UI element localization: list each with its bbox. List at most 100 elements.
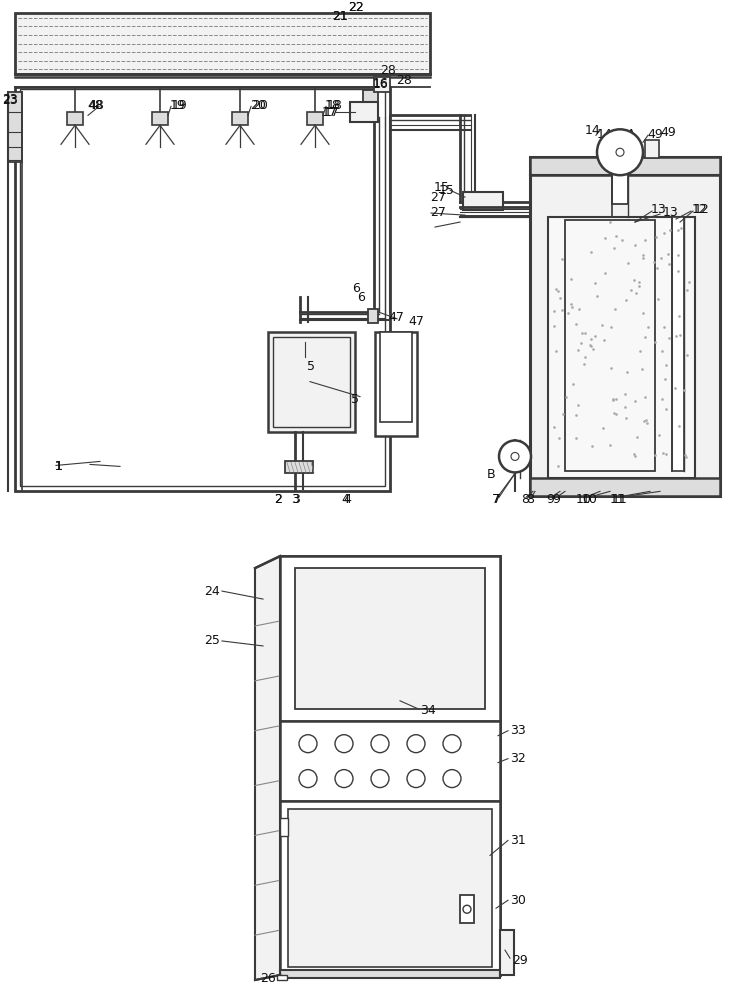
Circle shape	[299, 770, 317, 788]
Text: 21: 21	[332, 10, 348, 23]
Bar	[15, 87, 390, 491]
Text: 5: 5	[307, 360, 315, 373]
Circle shape	[443, 770, 461, 788]
Text: 32: 32	[510, 752, 526, 765]
Text: 19: 19	[172, 99, 188, 112]
Text: 7: 7	[492, 493, 500, 506]
Text: 12: 12	[692, 203, 708, 216]
Circle shape	[616, 148, 624, 156]
Text: 2: 2	[274, 493, 282, 506]
Text: 5: 5	[351, 393, 359, 406]
Bar	[463, 192, 503, 210]
Text: 1: 1	[55, 460, 63, 473]
Bar	[280, 721, 500, 801]
Text: 9: 9	[546, 493, 554, 506]
Text: 17: 17	[322, 106, 338, 119]
Text: 10: 10	[582, 493, 598, 506]
Text: 15: 15	[434, 181, 450, 194]
Bar	[368, 309, 378, 323]
Text: 2: 2	[274, 493, 282, 506]
Text: 10: 10	[576, 493, 592, 506]
Text: 25: 25	[204, 634, 220, 647]
Bar	[273, 337, 350, 427]
Text: 12: 12	[694, 203, 710, 216]
Bar	[374, 77, 390, 92]
Text: 20: 20	[250, 99, 266, 112]
Text: 14: 14	[597, 128, 613, 141]
Text: 15: 15	[439, 184, 455, 197]
Bar	[307, 112, 323, 125]
Bar	[280, 556, 500, 721]
Polygon shape	[255, 556, 280, 980]
Circle shape	[443, 735, 461, 753]
Text: 13: 13	[663, 206, 679, 219]
Text: 30: 30	[510, 894, 526, 907]
Bar	[280, 970, 500, 978]
Text: 11: 11	[610, 493, 626, 506]
Circle shape	[407, 770, 425, 788]
Bar	[8, 92, 22, 162]
Bar	[15, 13, 430, 74]
Bar	[268, 332, 355, 432]
Text: 18: 18	[327, 99, 343, 112]
Bar	[565, 220, 655, 471]
Text: 14: 14	[585, 124, 600, 137]
Text: 22: 22	[348, 1, 364, 14]
Bar	[350, 102, 378, 122]
Bar	[20, 89, 385, 486]
Text: 33: 33	[510, 724, 526, 737]
Bar	[530, 157, 720, 496]
Bar	[280, 818, 288, 836]
Text: 27: 27	[430, 206, 446, 219]
Text: 8: 8	[526, 493, 534, 506]
Bar	[530, 478, 720, 496]
Text: 3: 3	[291, 493, 299, 506]
Text: 22: 22	[348, 1, 364, 14]
Bar	[672, 217, 684, 471]
Text: A: A	[627, 128, 635, 141]
Bar	[288, 809, 492, 967]
Text: 47: 47	[408, 315, 424, 328]
Text: 13: 13	[651, 203, 667, 216]
Text: 47: 47	[388, 311, 404, 324]
Bar	[363, 90, 378, 103]
Text: 34: 34	[420, 704, 436, 717]
Circle shape	[463, 905, 471, 913]
Bar	[280, 556, 500, 975]
Bar	[548, 217, 695, 478]
Bar	[277, 975, 287, 980]
Circle shape	[335, 735, 353, 753]
Text: 1: 1	[55, 460, 63, 473]
Text: 48: 48	[88, 99, 104, 112]
Text: 31: 31	[510, 834, 526, 847]
Circle shape	[597, 129, 643, 175]
Circle shape	[299, 735, 317, 753]
Text: 29: 29	[512, 954, 527, 967]
Bar	[67, 112, 83, 125]
Text: 48: 48	[87, 99, 103, 112]
Bar	[375, 332, 417, 436]
Bar	[285, 461, 313, 473]
Bar	[612, 174, 628, 204]
Text: B: B	[487, 468, 496, 481]
Text: 7: 7	[493, 493, 501, 506]
Bar	[500, 930, 514, 975]
Text: 26: 26	[260, 972, 276, 985]
Bar	[152, 112, 168, 125]
Text: 21: 21	[332, 10, 348, 23]
Circle shape	[335, 770, 353, 788]
Bar	[460, 895, 474, 923]
Bar	[530, 157, 720, 175]
Text: 4: 4	[343, 493, 351, 506]
Circle shape	[499, 440, 531, 472]
Circle shape	[511, 452, 519, 460]
Text: 6: 6	[357, 291, 365, 304]
Text: 23: 23	[2, 94, 18, 107]
Text: 1: 1	[55, 460, 63, 473]
Bar	[232, 112, 248, 125]
Text: 24: 24	[205, 585, 220, 598]
Text: 23: 23	[2, 93, 18, 106]
Circle shape	[407, 735, 425, 753]
Text: 27: 27	[430, 191, 446, 204]
Bar	[295, 568, 485, 709]
